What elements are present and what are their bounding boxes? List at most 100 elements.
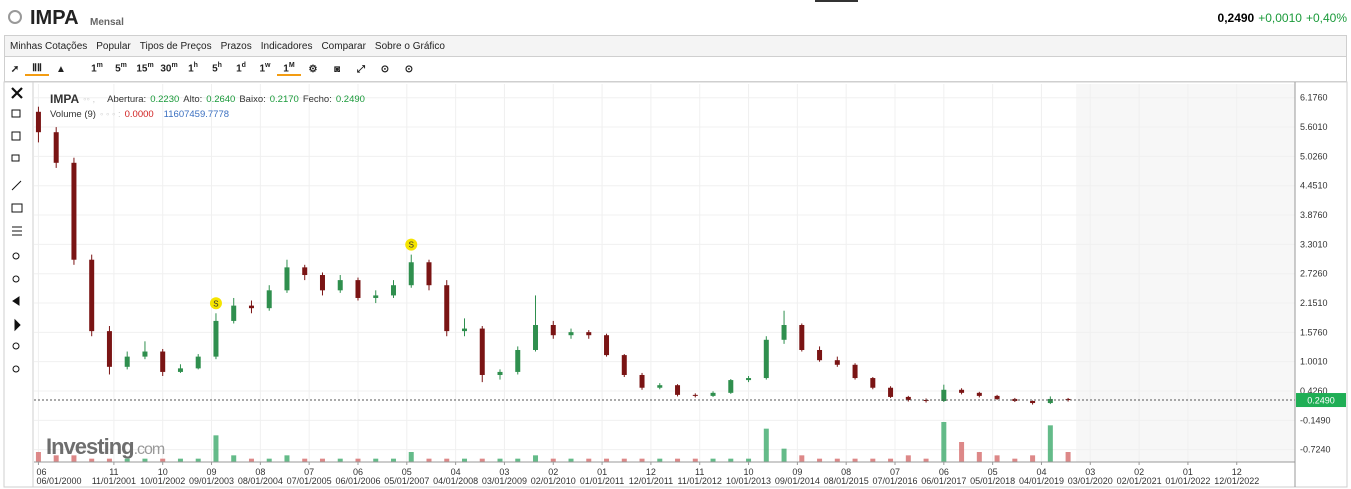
candle-body	[462, 328, 468, 332]
candle-body	[994, 395, 1000, 399]
interval-number[interactable]: 1	[188, 63, 194, 75]
x-tick-label: 10	[744, 467, 754, 477]
y-tick-label: 2.7260	[1300, 269, 1328, 279]
volume-bar	[959, 442, 965, 462]
interval[interactable]: 1d	[229, 62, 253, 76]
candle-body	[337, 280, 343, 291]
load-icon[interactable]: ⊙	[404, 63, 414, 75]
interval-number[interactable]: 1	[259, 63, 266, 75]
interval[interactable]: 5m	[109, 62, 133, 76]
x-tick-date: 07/01/2016	[872, 476, 917, 486]
interval[interactable]: 1M	[277, 61, 301, 77]
change: +0,0010	[1258, 11, 1302, 25]
candle-body	[426, 262, 432, 286]
volume-bar	[1030, 455, 1036, 462]
x-tick-date: 06/01/2017	[921, 476, 966, 486]
brush-tool[interactable]	[12, 275, 20, 283]
lock-tool[interactable]	[12, 365, 20, 373]
volume-bar	[284, 455, 290, 462]
interval-number[interactable]: 1	[283, 63, 289, 75]
pitch-tool[interactable]	[12, 252, 20, 260]
copy-tool[interactable]	[11, 154, 20, 162]
watermark-brand: Investing	[46, 434, 135, 459]
sound-tool[interactable]	[12, 296, 20, 306]
line-tool[interactable]	[11, 180, 22, 191]
interval-unit[interactable]: h	[217, 61, 222, 69]
candle-body	[390, 285, 396, 296]
interval-number[interactable]: 30	[160, 63, 172, 75]
close-label: Fecho:	[302, 93, 332, 105]
interval[interactable]: 1w	[253, 62, 277, 76]
volume-bar	[533, 455, 539, 462]
interval-unit[interactable]: w	[265, 61, 271, 69]
y-tick-label: -0.7240	[1300, 445, 1331, 455]
volume-bar	[568, 458, 574, 462]
cursor-icon[interactable]: ➚	[10, 63, 20, 75]
x-tick-date: 02/01/2010	[531, 476, 576, 486]
candle-body	[124, 356, 130, 367]
volume-bar	[586, 458, 592, 462]
interval-number[interactable]: 5	[115, 63, 121, 75]
candles-icon[interactable]: ⅡⅡ	[25, 63, 49, 76]
interval-unit[interactable]: d	[241, 61, 246, 69]
menu-item[interactable]: Tipos de Preços	[139, 40, 212, 52]
volume-bar	[337, 458, 343, 462]
menu-item[interactable]: Comparar	[321, 40, 366, 52]
volume-bar	[763, 428, 769, 462]
candle-body	[319, 275, 325, 291]
x-tick-date: 06/01/2006	[335, 476, 380, 486]
crosshair-tool[interactable]	[11, 131, 21, 141]
settings-icon[interactable]: ⚙	[308, 63, 318, 75]
x-tick-date: 01/01/2022	[1165, 476, 1210, 486]
menu-item[interactable]: Sobre o Gráfico	[374, 40, 445, 52]
fib-tool[interactable]	[12, 226, 22, 236]
menu-item[interactable]: Popular	[96, 40, 131, 52]
candle-body	[639, 374, 645, 388]
interval-number[interactable]: 15	[136, 63, 148, 75]
interval-number[interactable]: 1	[91, 63, 97, 75]
event-label: S	[213, 299, 218, 308]
close: 0.2490	[335, 93, 365, 105]
area-icon[interactable]: ▲	[56, 63, 66, 75]
arrow-tool[interactable]	[14, 318, 21, 332]
x-tick-label: 07	[890, 467, 900, 477]
x-tick-date: 11/01/2001	[92, 476, 136, 486]
volume-bar	[195, 458, 201, 462]
menu-item[interactable]: Prazos	[220, 40, 252, 52]
interval[interactable]: 15m	[133, 62, 157, 76]
x-tick-date: 09/01/2003	[189, 476, 234, 486]
interval-number[interactable]: 1	[236, 63, 242, 75]
zoom-tool[interactable]	[11, 109, 21, 118]
interval-unit[interactable]: h	[193, 61, 198, 69]
save-icon[interactable]: ⊙	[380, 63, 390, 75]
candle-body	[728, 380, 734, 393]
drawing-tools[interactable]	[11, 87, 23, 373]
menu-item[interactable]: Indicadores	[260, 40, 313, 52]
interval[interactable]: 1h	[181, 62, 205, 76]
volume-bar	[639, 458, 645, 462]
interval-unit[interactable]: m	[171, 61, 178, 69]
fullscreen-icon[interactable]: ⤢	[357, 63, 365, 75]
interval-unit[interactable]: m	[147, 61, 154, 69]
interval[interactable]: 5h	[205, 62, 229, 76]
interval-number[interactable]: 5	[212, 63, 218, 75]
volume-bar	[976, 452, 982, 462]
interval-unit[interactable]: m	[96, 61, 103, 69]
close-tool[interactable]	[11, 87, 23, 99]
search-icon[interactable]	[8, 10, 22, 24]
event-label: S	[409, 241, 414, 250]
x-tick-label: 03	[1085, 467, 1095, 477]
menu-item[interactable]: Minhas Cotações	[10, 40, 88, 52]
volume-bar	[462, 458, 468, 462]
interval-unit[interactable]: m	[120, 61, 127, 69]
interval[interactable]: 1m	[85, 62, 109, 76]
volume-bar	[124, 458, 130, 462]
magnet-tool[interactable]	[12, 342, 20, 350]
volume-bar	[302, 458, 308, 462]
interval[interactable]: 30m	[157, 62, 181, 76]
candle-body	[195, 356, 201, 369]
camera-icon[interactable]: ◙	[333, 63, 341, 75]
rect-tool[interactable]	[11, 203, 23, 213]
x-tick-label: 08	[255, 467, 265, 477]
interval-unit[interactable]: M	[288, 61, 295, 69]
